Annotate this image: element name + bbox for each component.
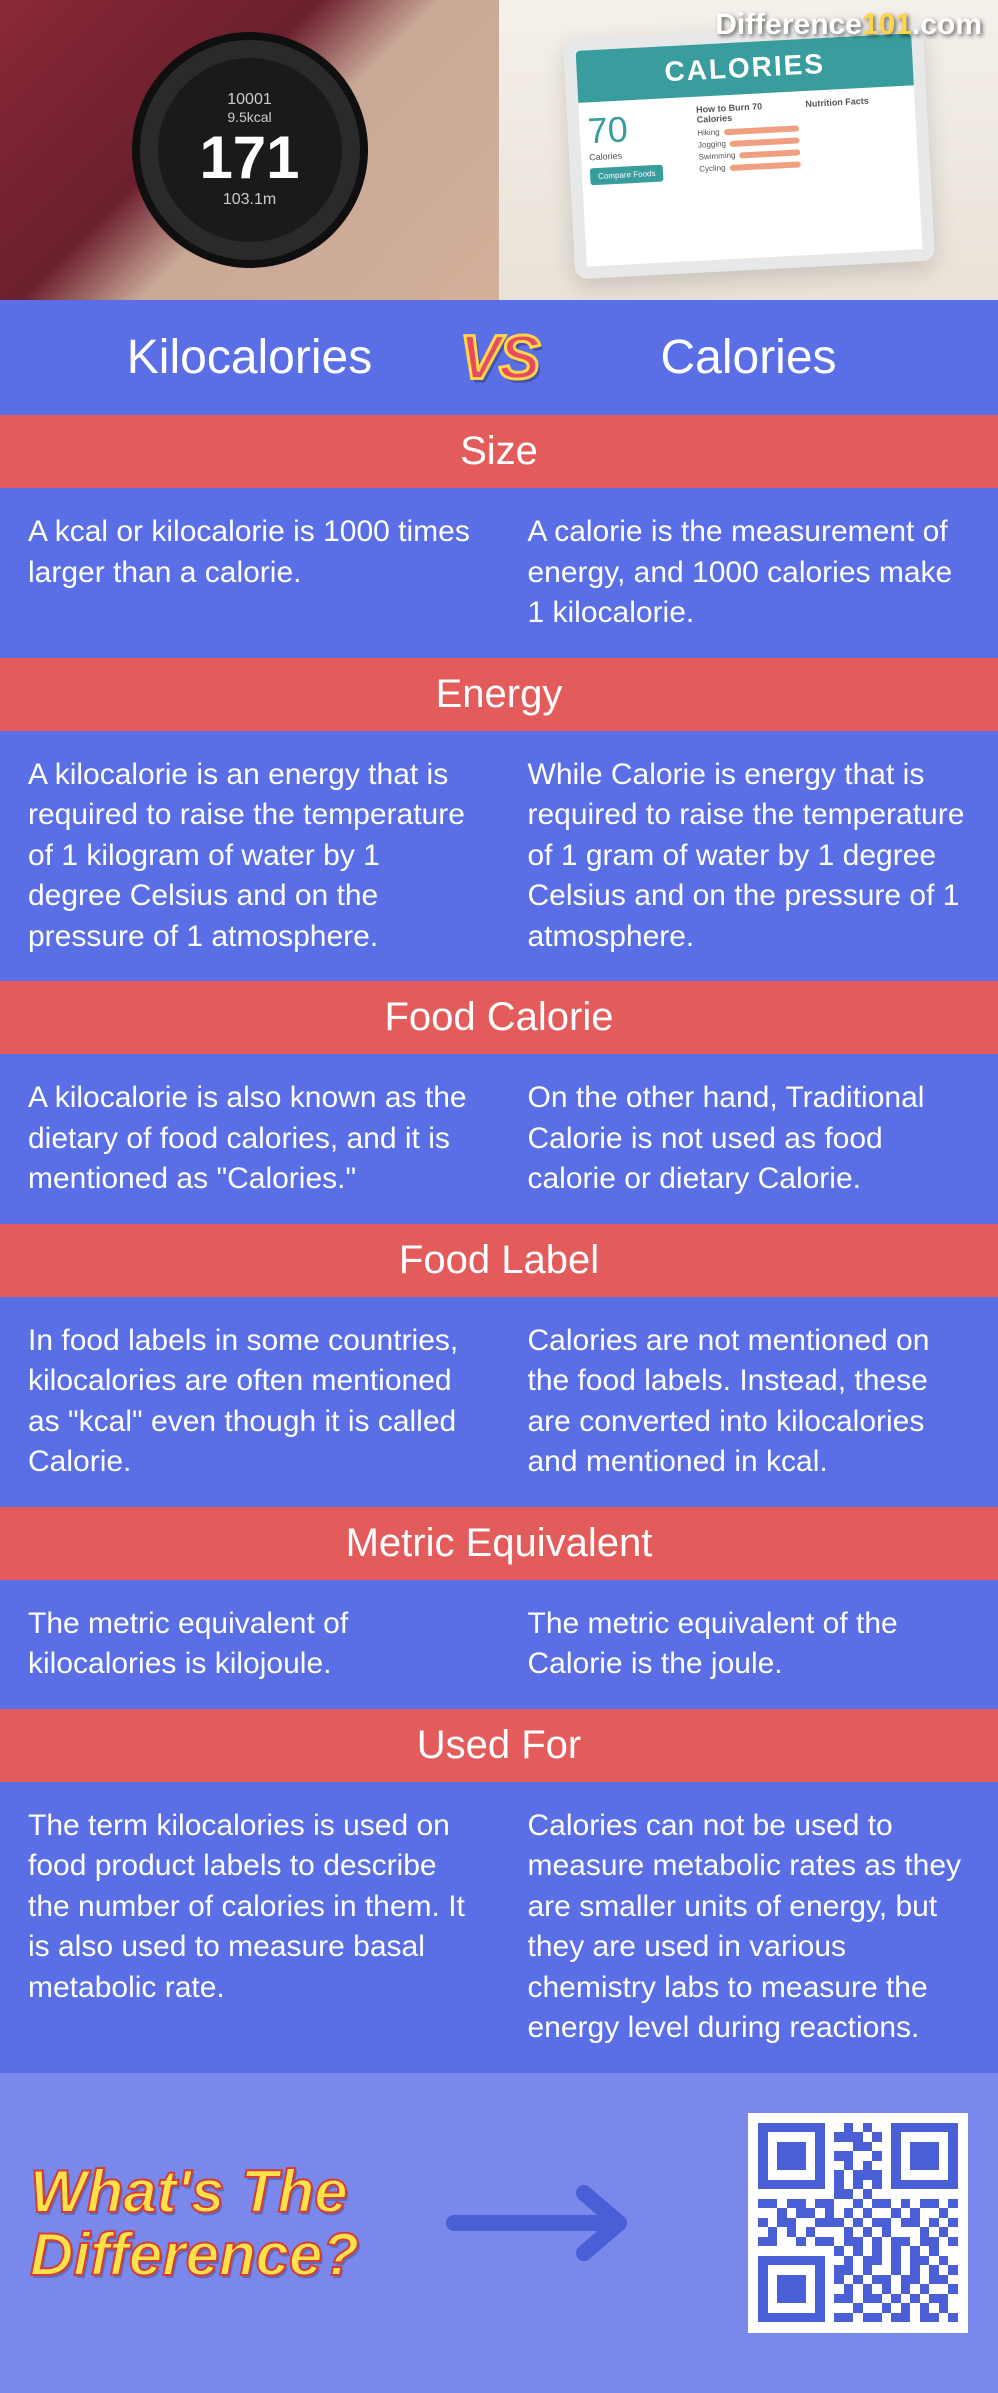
tablet-row: Cycling	[699, 159, 801, 173]
cell-right: A calorie is the measurement of energy, …	[499, 488, 998, 658]
tablet-bar	[723, 125, 798, 135]
brand-prefix: Difference	[715, 8, 862, 41]
sections: SizeA kcal or kilocalorie is 1000 times …	[0, 415, 998, 2073]
infographic-container: 10001 9.5kcal 171 103.1m CALORIES 70 Cal…	[0, 0, 998, 2393]
footer-line-2: Difference?	[30, 2223, 359, 2286]
section-title: Food Label	[0, 1224, 998, 1297]
compare-header: Kilocalories Calories VS	[0, 300, 998, 415]
cell-right: The metric equivalent of the Calorie is …	[499, 1580, 998, 1709]
tablet-row-label: Swimming	[698, 151, 735, 162]
tablet-body: 70 Calories Compare Foods How to Burn 70…	[578, 85, 918, 193]
cell-left: A kilocalorie is also known as the dieta…	[0, 1054, 499, 1224]
cell-left: A kilocalorie is an energy that is requi…	[0, 731, 499, 982]
watch-main: 171	[199, 125, 299, 191]
cell-right: While Calorie is energy that is required…	[499, 731, 998, 982]
cell-right: Calories are not mentioned on the food l…	[499, 1297, 998, 1507]
vs-badge: VS	[460, 322, 539, 393]
tablet-illustration: CALORIES 70 Calories Compare Foods How t…	[562, 21, 934, 280]
tablet-row-label: Jogging	[697, 139, 725, 149]
tablet-bar	[729, 161, 800, 171]
watch-steps: 10001	[227, 91, 272, 109]
comparison-row: The metric equivalent of kilocalories is…	[0, 1580, 998, 1709]
comparison-row: A kcal or kilocalorie is 1000 times larg…	[0, 488, 998, 658]
watch-distance: 103.1m	[223, 191, 276, 209]
compare-left-title: Kilocalories	[0, 330, 499, 385]
hero-images: 10001 9.5kcal 171 103.1m CALORIES 70 Cal…	[0, 0, 998, 300]
watch-kcal: 9.5kcal	[227, 109, 271, 125]
section-title: Size	[0, 415, 998, 488]
comparison-row: A kilocalorie is an energy that is requi…	[0, 731, 998, 982]
hero-right-tablet: CALORIES 70 Calories Compare Foods How t…	[499, 0, 998, 300]
section-title: Food Calorie	[0, 981, 998, 1054]
tablet-bar	[729, 137, 799, 147]
tablet-col3-head: Nutrition Facts	[805, 94, 907, 109]
tablet-col-2: How to Burn 70 Calories Hiking Jogging S…	[695, 99, 800, 179]
footer-headline: What's The Difference?	[30, 2160, 359, 2286]
tablet-bar	[739, 149, 800, 158]
brand-number: 101	[862, 8, 912, 41]
footer-line-1: What's The	[30, 2160, 359, 2223]
tablet-row-label: Cycling	[699, 163, 726, 173]
footer: What's The Difference?	[0, 2073, 998, 2393]
brand-suffix: .com	[912, 8, 982, 41]
compare-right-title: Calories	[499, 330, 998, 385]
smartwatch-illustration: 10001 9.5kcal 171 103.1m	[140, 40, 360, 260]
section-title: Used For	[0, 1709, 998, 1782]
comparison-row: In food labels in some countries, kiloca…	[0, 1297, 998, 1507]
site-brand: Difference101.com	[715, 8, 982, 42]
hero-left-watch: 10001 9.5kcal 171 103.1m	[0, 0, 499, 300]
tablet-col2-head: How to Burn 70 Calories	[695, 99, 797, 124]
section-title: Energy	[0, 658, 998, 731]
cell-right: On the other hand, Traditional Calorie i…	[499, 1054, 998, 1224]
arrow-icon	[389, 2173, 718, 2273]
cell-right: Calories can not be used to measure meta…	[499, 1782, 998, 2073]
cell-left: A kcal or kilocalorie is 1000 times larg…	[0, 488, 499, 658]
comparison-row: A kilocalorie is also known as the dieta…	[0, 1054, 998, 1224]
cell-left: The term kilocalories is used on food pr…	[0, 1782, 499, 2073]
cell-left: In food labels in some countries, kiloca…	[0, 1297, 499, 1507]
section-title: Metric Equivalent	[0, 1507, 998, 1580]
tablet-big-number: 70	[586, 105, 689, 152]
tablet-col-1: 70 Calories Compare Foods	[586, 105, 691, 185]
tablet-button: Compare Foods	[589, 165, 663, 186]
qr-code[interactable]	[748, 2113, 968, 2333]
cell-left: The metric equivalent of kilocalories is…	[0, 1580, 499, 1709]
tablet-row-label: Hiking	[697, 128, 720, 138]
comparison-row: The term kilocalories is used on food pr…	[0, 1782, 998, 2073]
tablet-col-3: Nutrition Facts	[805, 94, 910, 174]
